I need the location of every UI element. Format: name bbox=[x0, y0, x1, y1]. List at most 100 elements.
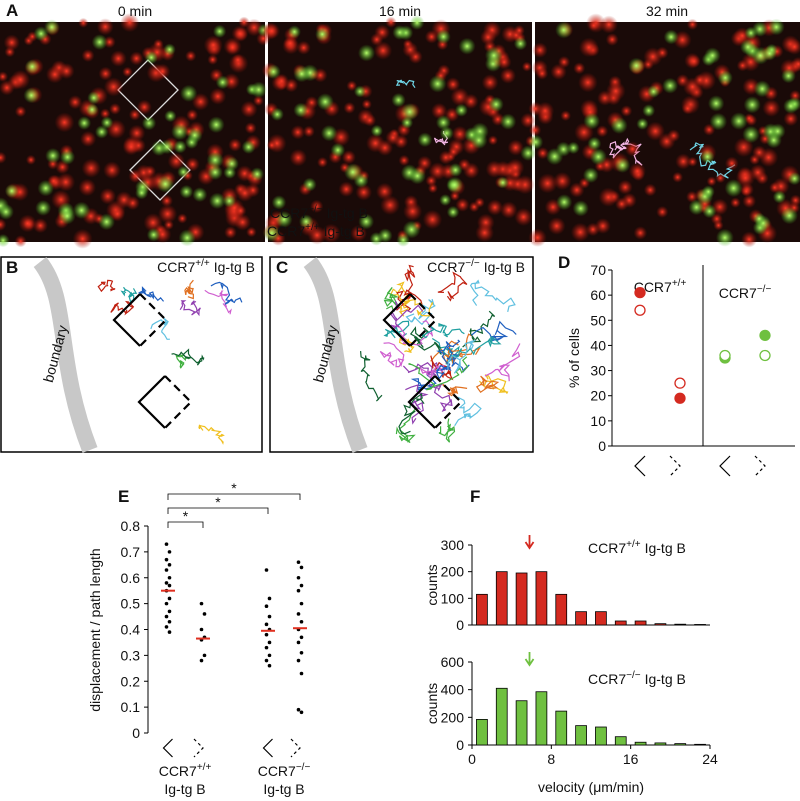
dot bbox=[264, 632, 269, 637]
cell-red bbox=[547, 217, 566, 235]
bar bbox=[535, 691, 548, 746]
dot bbox=[634, 286, 646, 299]
cell-red bbox=[762, 99, 781, 118]
dot bbox=[202, 612, 207, 616]
cell-red bbox=[445, 77, 461, 92]
cell-green bbox=[98, 213, 116, 231]
cell-red bbox=[289, 148, 307, 167]
cell-green bbox=[353, 85, 367, 98]
cell-green bbox=[315, 27, 330, 42]
cell-red bbox=[129, 51, 144, 66]
cell-green bbox=[454, 103, 468, 117]
cell-green bbox=[743, 96, 761, 114]
y-tick-label: 600 bbox=[441, 654, 465, 670]
track bbox=[360, 351, 383, 402]
track bbox=[438, 418, 456, 443]
cell-green bbox=[610, 116, 628, 135]
cell-red bbox=[513, 24, 525, 37]
cell-green bbox=[72, 201, 91, 220]
y-tick-label: 0 bbox=[456, 617, 464, 633]
x-axis-label: velocity (μm/min) bbox=[538, 779, 644, 795]
cell-red bbox=[122, 66, 133, 78]
cell-green bbox=[0, 203, 14, 220]
cell-red bbox=[481, 74, 499, 91]
cell-red bbox=[103, 77, 124, 97]
cell-green bbox=[146, 227, 161, 242]
y-tick-label: 40 bbox=[590, 337, 606, 353]
track bbox=[204, 289, 232, 315]
cell-green bbox=[85, 103, 99, 116]
cell-red bbox=[706, 176, 717, 187]
cell-red bbox=[675, 153, 692, 170]
cell-red bbox=[506, 158, 525, 177]
cell-red bbox=[713, 220, 724, 231]
cell-green bbox=[100, 116, 114, 129]
y-tick-label: 400 bbox=[441, 682, 465, 698]
cell-red bbox=[617, 179, 633, 195]
dot bbox=[296, 707, 301, 712]
bar bbox=[555, 593, 568, 626]
label-sup: −/− bbox=[626, 670, 641, 681]
cell-red bbox=[96, 18, 114, 36]
time-label: 32 min bbox=[646, 3, 688, 19]
cell-green bbox=[141, 115, 157, 131]
bar bbox=[515, 700, 528, 746]
y-tick-label: 0 bbox=[598, 438, 606, 454]
y-tick-label: 20 bbox=[590, 388, 606, 404]
significance-bracket bbox=[167, 521, 204, 528]
dot bbox=[299, 650, 304, 655]
cell-red bbox=[586, 222, 600, 237]
cell-red bbox=[499, 67, 516, 84]
cell-red bbox=[715, 172, 726, 184]
cell-red bbox=[741, 186, 752, 197]
cell-green bbox=[628, 57, 645, 74]
cell-green bbox=[499, 113, 517, 130]
cell-red bbox=[687, 54, 701, 68]
cell-red bbox=[153, 38, 164, 50]
cell-red bbox=[783, 111, 799, 127]
histogram-title: CCR7+/+ Ig-tg B bbox=[588, 539, 686, 556]
cell-red bbox=[321, 223, 341, 243]
y-tick-label: 0.7 bbox=[121, 544, 141, 560]
group-label: CCR7+/+ bbox=[159, 762, 212, 779]
cell-red bbox=[56, 172, 76, 192]
cell-green bbox=[357, 44, 376, 62]
cell-red bbox=[103, 161, 121, 180]
cell-green bbox=[555, 141, 572, 157]
cell-red bbox=[614, 197, 629, 211]
cell-green bbox=[262, 224, 281, 242]
cell-green bbox=[642, 104, 656, 118]
cell-red bbox=[209, 87, 227, 105]
cell-green bbox=[663, 29, 679, 45]
bar bbox=[476, 719, 488, 746]
cell-red bbox=[769, 181, 781, 194]
cell-green bbox=[23, 87, 40, 104]
dot bbox=[167, 619, 172, 624]
cell-green bbox=[400, 116, 414, 129]
cell-green bbox=[484, 46, 503, 65]
cell-red bbox=[263, 22, 281, 40]
cell-green bbox=[45, 147, 61, 164]
dot bbox=[167, 596, 172, 601]
cell-red bbox=[686, 18, 699, 31]
y-tick-label: 0.1 bbox=[121, 699, 141, 715]
cell-green bbox=[446, 176, 464, 194]
panel-letter: A bbox=[6, 1, 18, 20]
label-sup: +/+ bbox=[195, 258, 210, 269]
dot bbox=[267, 614, 272, 619]
cell-green bbox=[298, 214, 314, 229]
label-text: CCR7 bbox=[588, 540, 626, 556]
cell-red bbox=[3, 34, 20, 51]
cell-red bbox=[736, 59, 749, 72]
cell-green bbox=[173, 140, 187, 154]
cell-green bbox=[767, 18, 785, 36]
cell-red bbox=[296, 40, 311, 55]
y-axis-label: displacement / path length bbox=[87, 548, 103, 711]
dot bbox=[264, 622, 269, 627]
panel-letter: E bbox=[118, 487, 129, 506]
dot bbox=[167, 550, 172, 554]
cell-green bbox=[589, 148, 607, 166]
cell-green bbox=[250, 167, 264, 181]
cell-red bbox=[266, 140, 277, 151]
